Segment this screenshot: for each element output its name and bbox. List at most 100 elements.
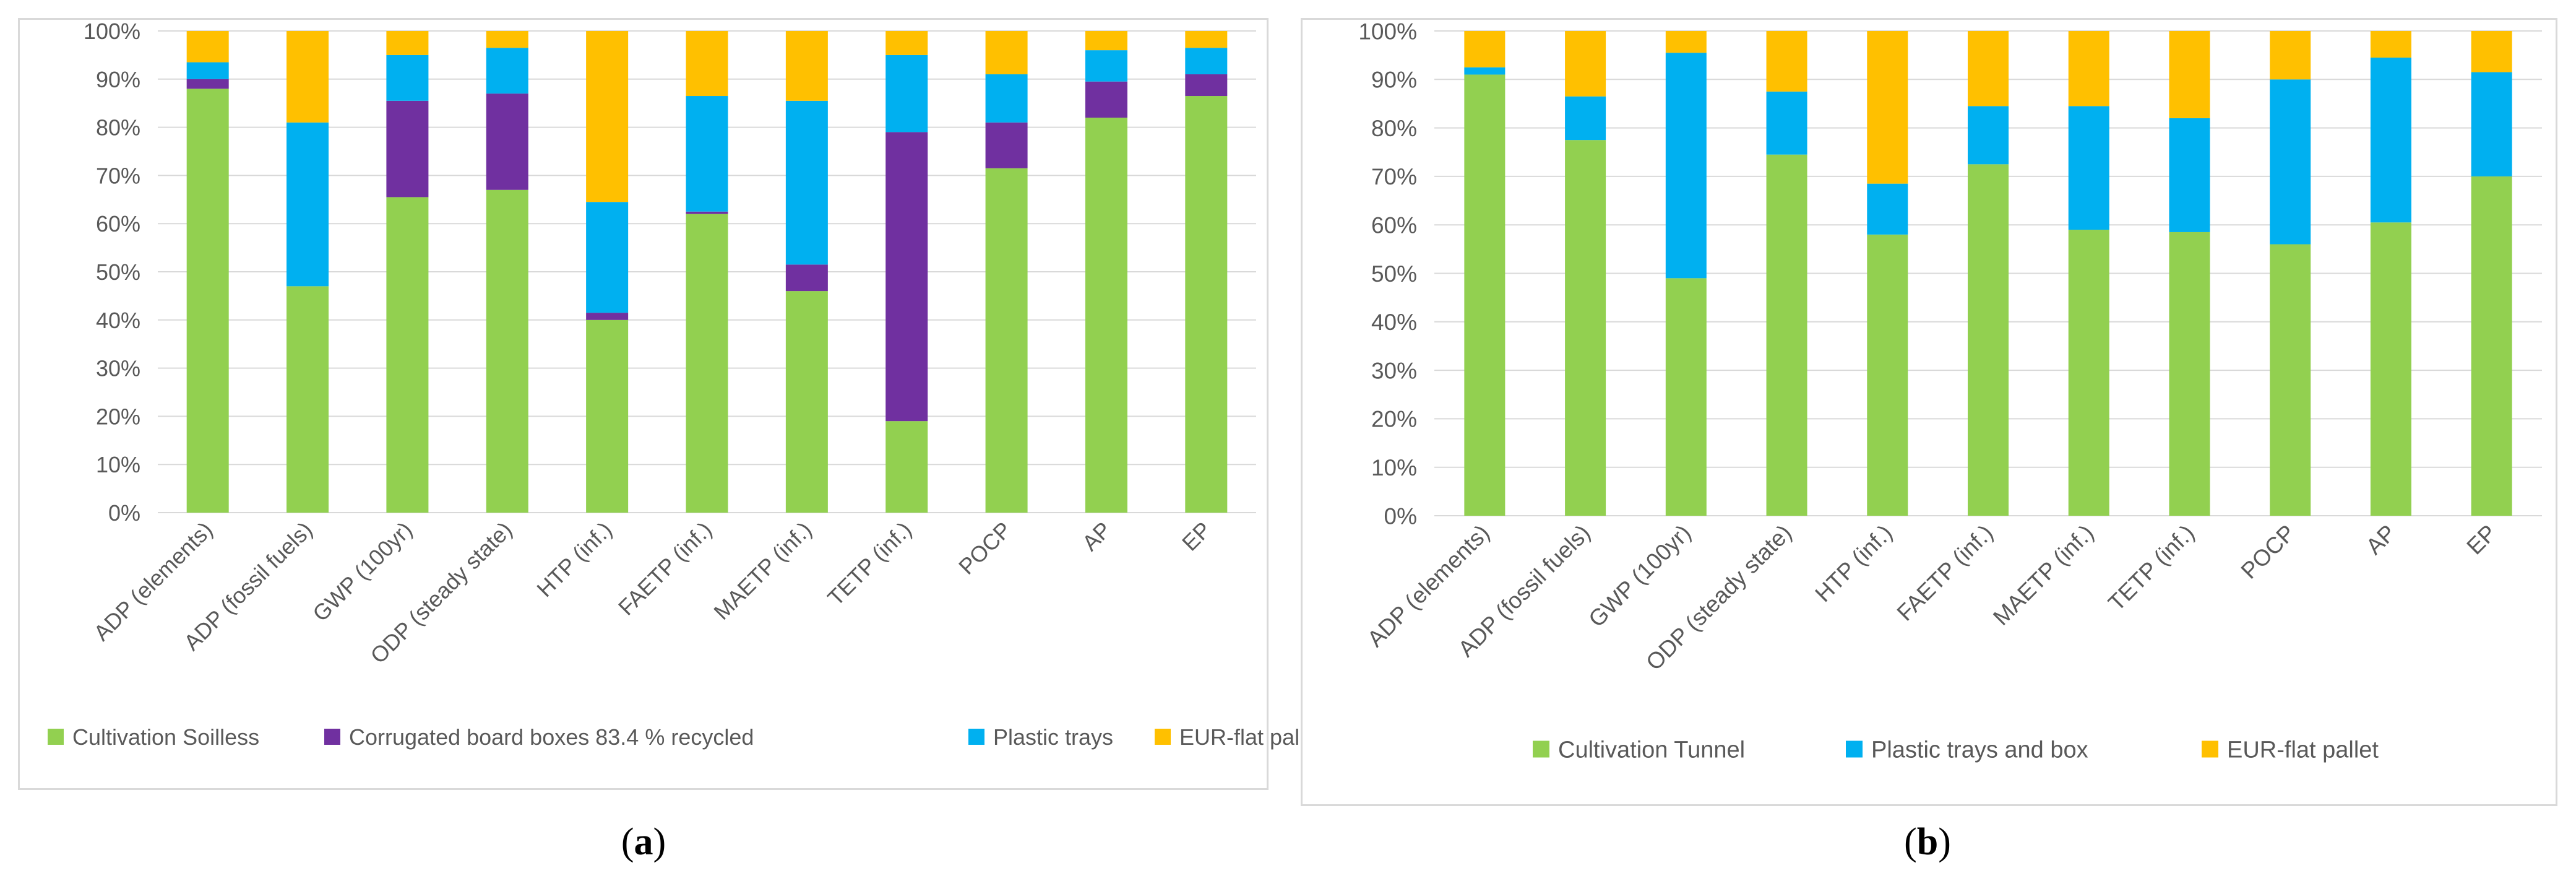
bar-segment-cultivation-soilless-htp-inf [586, 319, 629, 513]
y-tick-label: 30% [96, 356, 140, 381]
bar-segment-corrugated-board-boxes-83-4-recycled-odp-steady-state [486, 93, 528, 190]
stacked-bar-chart-b: 0%10%20%30%40%50%60%70%80%90%100%ADP (el… [1358, 19, 2542, 763]
category-label-htp-inf: HTP (inf.) [532, 517, 616, 602]
bar-segment-cultivation-tunnel-htp-inf [1867, 234, 1908, 516]
bar-segment-eur-flat-pallet-htp-inf [1867, 31, 1908, 184]
bar-segment-cultivation-tunnel-adp-fossil-fuels [1565, 140, 1606, 516]
bar-segment-plastic-trays-and-box-faetp-inf [1968, 106, 2009, 165]
legend-swatch-plastic-trays-and-box [1846, 740, 1863, 758]
category-label-ap: AP [1077, 517, 1116, 556]
chart-panel-a: 0% 10% 20% 30% 40% 50% 60% 70% 80% 90% 100% ADP (el… [18, 18, 1323, 790]
bar-segment-eur-flat-pallet-faetp-inf [686, 31, 728, 97]
bar-segment-cultivation-soilless-ep [1185, 96, 1228, 513]
bar-segment-eur-flat-pallet-pocp [2270, 31, 2311, 80]
legend-swatch-eur-flat-pallet [2202, 740, 2218, 758]
bar-segment-eur-flat-pallet-pocp [985, 31, 1028, 75]
bar-segment-cultivation-soilless-ap [1085, 118, 1127, 513]
bar-segment-eur-flat-pallet-adp-elements [1464, 31, 1506, 67]
bar-segment-eur-flat-pallet-ep [2471, 31, 2512, 72]
y-tick-label: 80% [1371, 116, 1417, 141]
y-tick-label: 100% [84, 19, 140, 44]
bar-segment-plastic-trays-and-box-tetp-inf [2169, 118, 2210, 232]
bar-segment-plastic-trays-and-box-ep [2471, 72, 2512, 176]
y-tick-label: 90% [96, 67, 140, 92]
y-tick-label: 40% [1371, 310, 1417, 335]
bar-segment-eur-flat-pallet-ep [1185, 31, 1228, 48]
bar-segment-eur-flat-pallet-faetp-inf [1968, 31, 2009, 106]
bar-segment-cultivation-soilless-tetp-inf [885, 421, 928, 513]
category-label-maetp-inf: MAETP (inf.) [709, 517, 816, 625]
bar-segment-eur-flat-pallet-ap [1085, 31, 1127, 51]
y-tick-label: 20% [1371, 407, 1417, 432]
bar-segment-eur-flat-pallet-maetp-inf [2068, 31, 2109, 106]
y-tick-label: 90% [1371, 67, 1417, 93]
caption-a: (a) [621, 821, 666, 863]
bar-segment-plastic-trays-and-box-adp-elements [1464, 67, 1506, 75]
bar-segment-corrugated-board-boxes-83-4-recycled-faetp-inf [686, 211, 728, 214]
legend-swatch-eur-flat-pallet [1155, 729, 1171, 745]
bar-segment-plastic-trays-and-box-pocp [2270, 79, 2311, 245]
bar-segment-cultivation-soilless-adp-elements [186, 89, 229, 513]
bar-segment-eur-flat-pallet-tetp-inf [885, 31, 928, 55]
stacked-bar-chart-a: 0%10%20%30%40%50%60%70%80%90%100%ADP (el… [48, 19, 1323, 750]
bar-segment-cultivation-tunnel-gwp-100yr [1665, 278, 1707, 516]
bar-segment-cultivation-tunnel-maetp-inf [2068, 230, 2109, 516]
category-label-faetp-inf: FAETP (inf.) [613, 517, 717, 620]
bar-segment-corrugated-board-boxes-83-4-recycled-tetp-inf [885, 132, 928, 422]
bar-segment-eur-flat-pallet-adp-fossil-fuels [286, 31, 329, 123]
bar-segment-plastic-trays-and-box-htp-inf [1867, 183, 1908, 235]
caption-b: (b) [1904, 821, 1951, 863]
caption-b-letter: b [1916, 821, 1939, 863]
category-label-htp-inf: HTP (inf.) [1810, 520, 1897, 607]
y-tick-label: 50% [1371, 261, 1417, 287]
bar-segment-plastic-trays-gwp-100yr [386, 54, 429, 101]
bar-segment-plastic-trays-and-box-ap [2370, 58, 2411, 223]
legend-label-cultivation-soilless: Cultivation Soilless [72, 724, 259, 750]
bar-segment-eur-flat-pallet-gwp-100yr [386, 31, 429, 55]
bar-segment-cultivation-soilless-adp-fossil-fuels [286, 286, 329, 513]
bar-segment-cultivation-soilless-odp-steady-state [486, 189, 528, 513]
bar-segment-cultivation-soilless-maetp-inf [785, 291, 828, 513]
legend-swatch-plastic-trays [968, 729, 984, 745]
bar-segment-cultivation-tunnel-ep [2471, 176, 2512, 516]
legend-label-eur-flat-pallet: EUR-flat pallet [1179, 724, 1323, 750]
legend-label-plastic-trays-and-box: Plastic trays and box [1871, 737, 2088, 763]
bar-segment-plastic-trays-and-box-adp-fossil-fuels [1565, 96, 1606, 141]
legend-label-plastic-trays: Plastic trays [993, 724, 1113, 750]
bar-segment-plastic-trays-tetp-inf [885, 54, 928, 132]
bar-segment-eur-flat-pallet-odp-steady-state [486, 31, 528, 48]
bar-segment-plastic-trays-odp-steady-state [486, 48, 528, 94]
chart-panel-b: 0% 10% 20% 30% 40% 50% 60% 70% 80% 90% 100% ADP (el… [1301, 18, 2557, 806]
legend-label-eur-flat-pallet: EUR-flat pallet [2227, 737, 2379, 763]
legend-label-corrugated-board-boxes-83-4-recycled: Corrugated board boxes 83.4 % recycled [349, 724, 754, 750]
bar-segment-cultivation-tunnel-tetp-inf [2169, 232, 2210, 516]
bar-segment-eur-flat-pallet-tetp-inf [2169, 31, 2210, 118]
y-tick-label: 70% [96, 163, 140, 188]
bar-segment-cultivation-tunnel-adp-elements [1464, 74, 1506, 516]
category-label-pocp: POCP [954, 517, 1016, 579]
bar-segment-cultivation-soilless-faetp-inf [686, 214, 728, 513]
bar-segment-corrugated-board-boxes-83-4-recycled-ap [1085, 81, 1127, 118]
bar-segment-eur-flat-pallet-maetp-inf [785, 31, 828, 101]
bar-segment-cultivation-tunnel-odp-steady-state [1766, 154, 1807, 516]
bar-segment-corrugated-board-boxes-83-4-recycled-gwp-100yr [386, 100, 429, 197]
bar-segment-plastic-trays-maetp-inf [785, 100, 828, 265]
bar-segment-plastic-trays-htp-inf [586, 202, 629, 313]
caption-a-letter: a [634, 821, 653, 863]
y-tick-label: 60% [1371, 213, 1417, 238]
y-tick-label: 20% [96, 404, 140, 429]
bar-segment-plastic-trays-and-box-maetp-inf [2068, 106, 2109, 230]
bar-segment-eur-flat-pallet-ap [2370, 31, 2411, 58]
bar-segment-plastic-trays-ap [1085, 50, 1127, 82]
y-tick-label: 30% [1371, 358, 1417, 383]
y-tick-label: 100% [1358, 19, 1417, 44]
y-tick-label: 10% [1371, 455, 1417, 480]
bar-segment-corrugated-board-boxes-83-4-recycled-pocp [985, 122, 1028, 168]
bar-segment-cultivation-soilless-gwp-100yr [386, 197, 429, 513]
bar-segment-corrugated-board-boxes-83-4-recycled-htp-inf [586, 313, 629, 320]
category-label-pocp: POCP [2236, 520, 2300, 584]
bar-segment-plastic-trays-faetp-inf [686, 96, 728, 212]
bar-segment-plastic-trays-adp-fossil-fuels [286, 122, 329, 287]
bar-segment-corrugated-board-boxes-83-4-recycled-adp-elements [186, 79, 229, 89]
category-label-maetp-inf: MAETP (inf.) [1988, 520, 2098, 630]
